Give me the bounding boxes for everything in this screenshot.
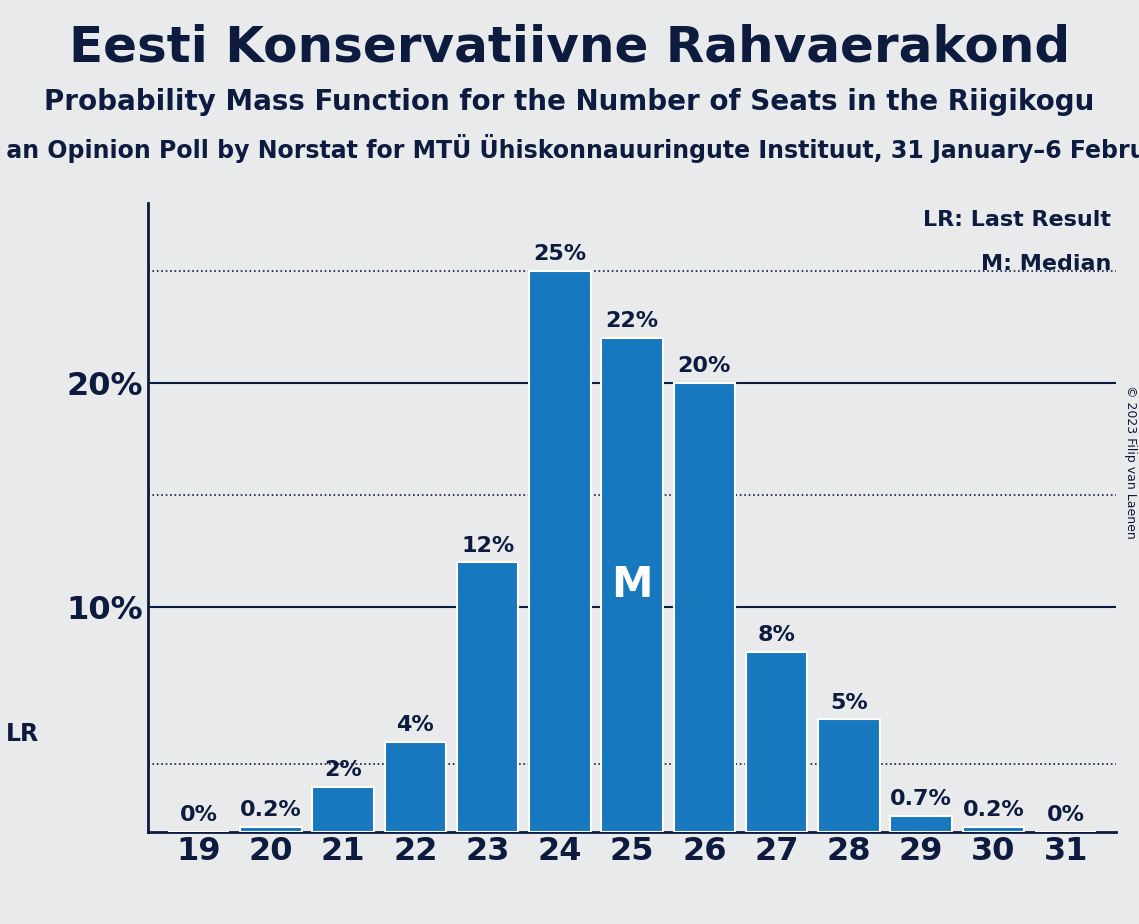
Text: 0.2%: 0.2%: [240, 800, 302, 821]
Text: 4%: 4%: [396, 715, 434, 736]
Text: Probability Mass Function for the Number of Seats in the Riigikogu: Probability Mass Function for the Number…: [44, 88, 1095, 116]
Text: © 2023 Filip van Laenen: © 2023 Filip van Laenen: [1124, 385, 1137, 539]
Text: LR: LR: [6, 722, 39, 746]
Text: on an Opinion Poll by Norstat for MTÜ Ühiskonnauuringute Instituut, 31 January–6: on an Opinion Poll by Norstat for MTÜ Üh…: [0, 134, 1139, 163]
Text: 0.2%: 0.2%: [962, 800, 1024, 821]
Text: 22%: 22%: [606, 311, 658, 331]
Text: 0.7%: 0.7%: [891, 789, 952, 809]
Bar: [385, 742, 446, 832]
Text: 0%: 0%: [1047, 805, 1084, 825]
Text: 8%: 8%: [757, 626, 795, 645]
Text: 5%: 5%: [830, 693, 868, 712]
Bar: [312, 786, 374, 832]
Bar: [962, 827, 1024, 832]
Text: M: Median: M: Median: [981, 253, 1112, 274]
Bar: [530, 271, 591, 832]
Text: 0%: 0%: [180, 805, 218, 825]
Text: 25%: 25%: [533, 244, 587, 264]
Text: Eesti Konservatiivne Rahvaerakond: Eesti Konservatiivne Rahvaerakond: [68, 23, 1071, 71]
Bar: [240, 827, 302, 832]
Text: LR: Last Result: LR: Last Result: [924, 210, 1112, 229]
Text: 12%: 12%: [461, 536, 515, 555]
Bar: [891, 816, 952, 832]
Bar: [601, 338, 663, 832]
Text: 20%: 20%: [678, 356, 731, 376]
Text: 2%: 2%: [325, 760, 362, 780]
Text: M: M: [612, 564, 653, 606]
Bar: [746, 652, 808, 832]
Bar: [673, 383, 735, 832]
Bar: [818, 720, 879, 832]
Bar: [457, 563, 518, 832]
